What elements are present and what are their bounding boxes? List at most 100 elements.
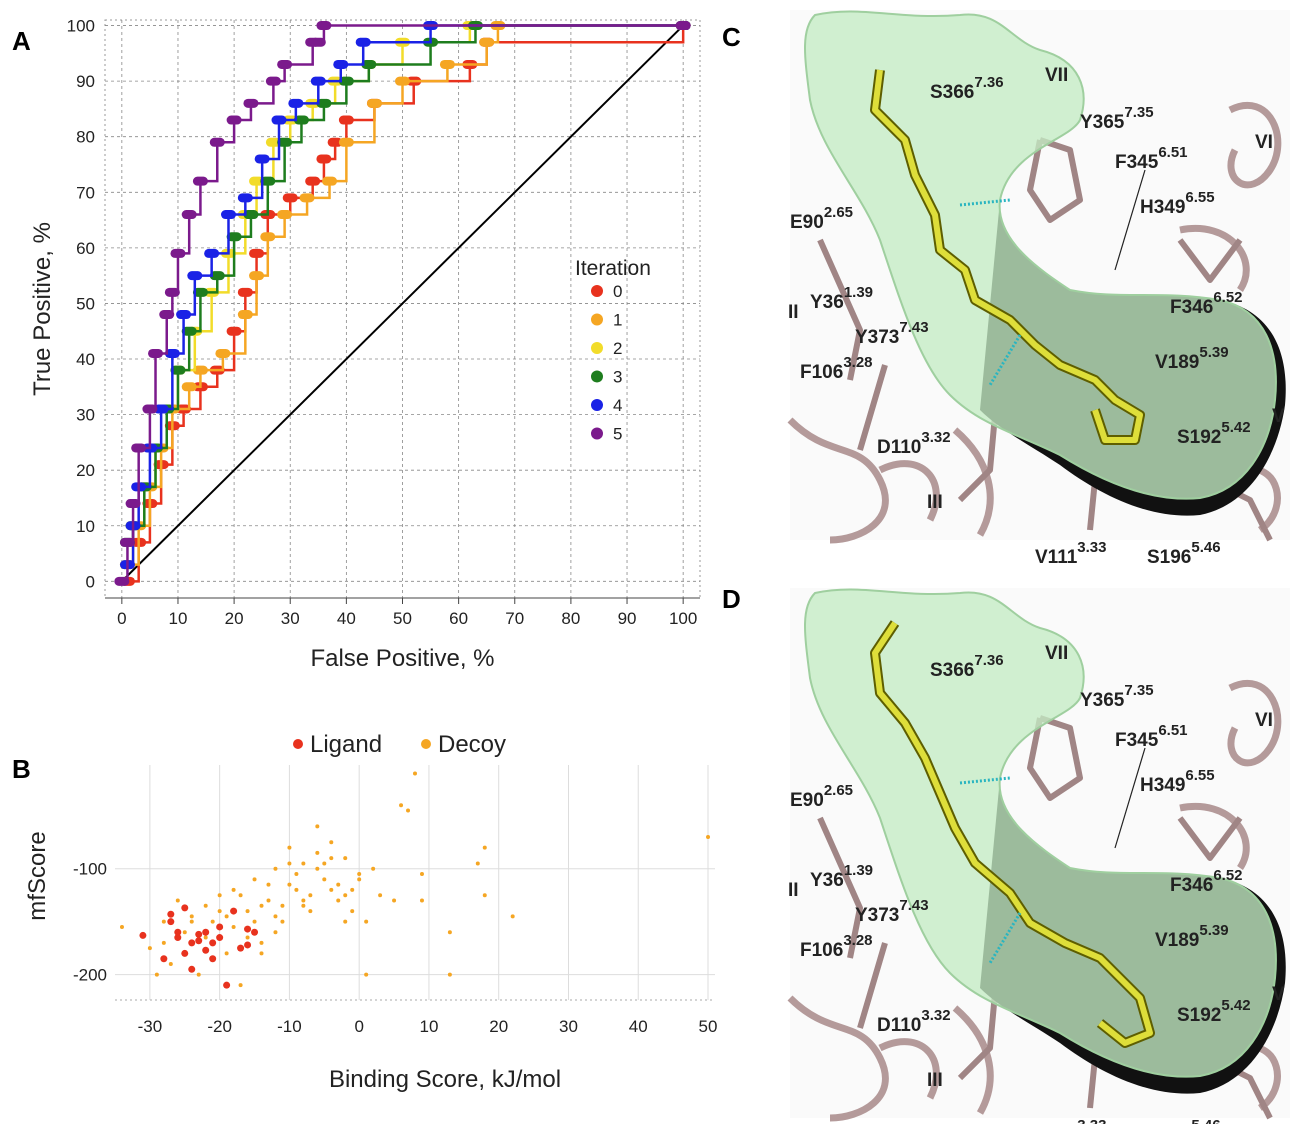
residue-position: 6.55 bbox=[1185, 189, 1214, 206]
scatter-point bbox=[420, 872, 424, 876]
residue-position: 5.42 bbox=[1221, 419, 1250, 436]
scatter-point bbox=[315, 851, 319, 855]
scatter-point bbox=[246, 909, 250, 913]
residue-name: VII bbox=[1045, 65, 1068, 86]
residue-label: S1965.46 bbox=[1147, 539, 1221, 568]
y-tick-label: 30 bbox=[76, 406, 95, 425]
scatter-point bbox=[706, 835, 710, 839]
x-tick-label: 40 bbox=[337, 609, 356, 628]
scatter-point bbox=[181, 904, 188, 911]
panel-letter: C bbox=[722, 22, 741, 52]
scatter-point bbox=[216, 923, 223, 930]
scatter-point bbox=[225, 914, 229, 918]
scatter-point bbox=[260, 951, 264, 955]
panel-letter: B bbox=[12, 754, 31, 784]
figure: A B C D 01020304050607080901000102030405… bbox=[0, 0, 1292, 1124]
scatter-point bbox=[197, 973, 201, 977]
legend-swatch bbox=[591, 428, 603, 440]
scatter-point bbox=[183, 930, 187, 934]
residue-position: 5.39 bbox=[1199, 344, 1228, 361]
legend-label: Decoy bbox=[438, 731, 506, 758]
x-tick-label: 20 bbox=[489, 1017, 508, 1036]
residue-position: 5.46 bbox=[1191, 1117, 1220, 1124]
residue-name: E90 bbox=[790, 212, 824, 233]
legend-label: 4 bbox=[613, 396, 622, 415]
residue-name: Y365 bbox=[1080, 112, 1125, 133]
residue-position: 7.43 bbox=[899, 319, 928, 336]
y-tick-label: 10 bbox=[76, 517, 95, 536]
scatter-point bbox=[329, 856, 333, 860]
residue-name: V bbox=[1272, 406, 1285, 427]
residue-name: V111 bbox=[1035, 547, 1078, 568]
scatter-point bbox=[294, 888, 298, 892]
scatter-point bbox=[260, 941, 264, 945]
residue-label: V1113.33 bbox=[1035, 539, 1106, 568]
residue-position: 2.65 bbox=[824, 782, 853, 799]
scatter-point bbox=[167, 911, 174, 918]
scatter-point bbox=[315, 824, 319, 828]
y-axis-title: mfScore bbox=[24, 831, 51, 920]
residue-name: V bbox=[1272, 984, 1285, 1005]
scatter-point bbox=[246, 936, 250, 940]
residue-label: V bbox=[1272, 984, 1285, 1005]
scatter-point bbox=[483, 846, 487, 850]
panel-letter: A bbox=[12, 26, 31, 56]
x-axis-title: Binding Score, kJ/mol bbox=[329, 1066, 561, 1093]
residue-position: 1.39 bbox=[844, 284, 873, 301]
scatter-point bbox=[244, 941, 251, 948]
x-tick-label: 30 bbox=[281, 609, 300, 628]
residue-position: 3.32 bbox=[921, 1007, 950, 1024]
scatter-point bbox=[336, 898, 340, 902]
residue-position: 7.35 bbox=[1124, 104, 1153, 121]
y-tick-label: 100 bbox=[67, 17, 95, 36]
residue-name: Y365 bbox=[1080, 690, 1125, 711]
scatter-point bbox=[315, 867, 319, 871]
scatter-point bbox=[273, 914, 277, 918]
scatter-point bbox=[301, 861, 305, 865]
residue-name: Y373 bbox=[855, 327, 899, 348]
residue-position: 6.51 bbox=[1158, 722, 1187, 739]
scatter-point bbox=[211, 920, 215, 924]
residue-name: S366 bbox=[930, 660, 974, 681]
residue-position: 3.33 bbox=[1077, 539, 1106, 556]
residue-name: VII bbox=[1045, 643, 1068, 664]
scatter-point bbox=[162, 920, 166, 924]
residue-position: 5.39 bbox=[1199, 922, 1228, 939]
residue-name: Y36 bbox=[810, 870, 844, 891]
y-tick-label: 0 bbox=[86, 572, 95, 591]
scatter-point bbox=[364, 973, 368, 977]
residue-name: Y373 bbox=[855, 905, 899, 926]
scatter-point bbox=[350, 909, 354, 913]
scatter-point bbox=[266, 883, 270, 887]
residue-label: VII bbox=[1045, 65, 1068, 86]
scatter-point bbox=[209, 939, 216, 946]
x-tick-label: 50 bbox=[699, 1017, 718, 1036]
residue-name: II bbox=[788, 302, 799, 323]
scatter-point bbox=[260, 904, 264, 908]
scatter-point bbox=[230, 908, 237, 915]
scatter-point bbox=[476, 861, 480, 865]
residue-position: 3.33 bbox=[1077, 1117, 1106, 1124]
y-tick-label: 60 bbox=[76, 239, 95, 258]
y-axis-title: True Positive, % bbox=[29, 222, 56, 396]
scatter-point bbox=[202, 947, 209, 954]
scatter-point bbox=[280, 920, 284, 924]
scatter-point bbox=[308, 909, 312, 913]
panel-letter: D bbox=[722, 584, 741, 614]
scatter-point bbox=[169, 962, 173, 966]
legend-label: 0 bbox=[613, 282, 622, 301]
scatter-point bbox=[301, 898, 305, 902]
residue-position: 5.46 bbox=[1191, 539, 1220, 556]
scatter-point bbox=[378, 893, 382, 897]
scatter-point bbox=[329, 888, 333, 892]
x-tick-label: -10 bbox=[277, 1017, 302, 1036]
y-tick-label: 70 bbox=[76, 183, 95, 202]
scatter-point bbox=[195, 937, 202, 944]
scatter-point bbox=[448, 973, 452, 977]
legend-swatch bbox=[421, 739, 431, 749]
scatter-point bbox=[343, 920, 347, 924]
residue-name: E90 bbox=[790, 790, 824, 811]
scatter-point bbox=[253, 877, 257, 881]
scatter-point bbox=[280, 904, 284, 908]
scatter-point bbox=[176, 898, 180, 902]
